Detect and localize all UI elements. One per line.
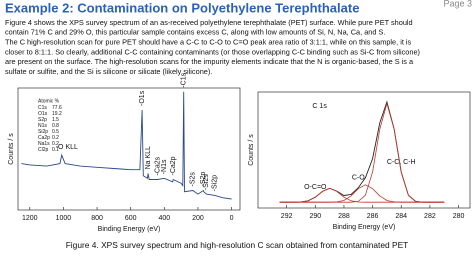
x-tick-label: 1200 (22, 215, 38, 222)
body-line: sulfate or sulfite, and the Si is silico… (5, 67, 212, 76)
body-line: are present on the surface. The high-res… (5, 57, 414, 66)
peak-label: O-C=O (304, 184, 327, 191)
table-value: 19.2 (52, 111, 62, 117)
page-number: Page 3 (443, 0, 472, 8)
x-axis-label: Binding Energy (eV) (98, 226, 161, 233)
title: Example 2: Contamination on Polyethylene… (5, 0, 359, 15)
x-tick-label: 1000 (56, 215, 72, 222)
survey-chart: 1200 1000 800 600 400 200 0 Binding Energy (eV)… (8, 72, 241, 233)
x-axis-label: Binding Energy (eV) (333, 224, 396, 231)
table-key: Ca2p (38, 135, 50, 141)
x-tick-label: 800 (91, 215, 103, 222)
peak-label: -Si2p (212, 175, 219, 191)
table-value: 1.5 (52, 117, 59, 123)
spectrum-line (21, 91, 232, 200)
peak-label: Na KLL (145, 146, 152, 169)
table-key: Si2p (38, 129, 48, 135)
x-tick-label: 0 (230, 215, 234, 222)
y-axis-label: Counts / s (248, 134, 255, 166)
body-line: contain 71% C and 29% O, this particular… (5, 28, 385, 37)
table-key: Cl2p (38, 147, 49, 153)
peak-label: -C1s (181, 72, 188, 87)
body-line: The C high-resolution scan for pure PET … (5, 38, 412, 47)
table-title: Atomic % (38, 98, 60, 104)
x-tick-label: 282 (424, 213, 436, 220)
paragraph: Figure 4 shows the XPS survey spectrum o… (5, 18, 420, 76)
peak-label: -Si2s (203, 174, 210, 190)
panel-label: C 1s (312, 103, 327, 110)
table-key: N1s (38, 123, 47, 129)
table-value: 77.6 (52, 105, 62, 111)
table-key: C1s (38, 105, 47, 111)
x-tick-label: 292 (281, 213, 293, 220)
peak-label: C-O (352, 175, 365, 182)
x-tick-label: 280 (453, 213, 465, 220)
peak-label: -S2s (190, 172, 197, 187)
body-line: Figure 4 shows the XPS survey spectrum o… (5, 18, 413, 27)
peak-label: -Ca2s (154, 156, 161, 175)
peak-label: -O1s (139, 90, 146, 106)
table-key: Na1s (38, 141, 50, 147)
plot-frame (257, 91, 471, 209)
x-tick-label: 290 (309, 213, 321, 220)
x-tick-label: 284 (395, 213, 407, 220)
plot-frame (17, 87, 241, 211)
x-tick-label: 600 (125, 215, 137, 222)
body-line: closer to 8:1:1. So clearly, additional … (5, 47, 420, 56)
x-tick-label: 288 (338, 213, 350, 220)
table-value: 0.1 (52, 147, 59, 153)
peak-label: -N1s (161, 159, 168, 174)
table-value: 0.8 (52, 123, 59, 129)
peak-label: -O KLL (56, 144, 78, 151)
caption: Figure 4. XPS survey spectrum and high-r… (66, 240, 409, 250)
peak-label: C-C, C-H (387, 159, 416, 166)
table-value: 0.5 (52, 129, 59, 135)
peak-label: -S2p (200, 172, 207, 187)
table-value: 0.2 (52, 135, 59, 141)
x-tick-label: 400 (158, 215, 170, 222)
x-tick-label: 200 (192, 215, 204, 222)
table-key: S2p (38, 117, 47, 123)
table-key: O1s (38, 111, 48, 117)
spectrum-line (279, 187, 445, 203)
y-axis-label: Counts / s (8, 133, 15, 165)
peak-label: -Ca2p (170, 156, 177, 175)
table-value: 0.2 (52, 141, 59, 147)
c1s-chart: 292 290 288 286 284 282 280 Binding Energy (eV)… (248, 91, 471, 231)
x-tick-label: 286 (367, 213, 379, 220)
